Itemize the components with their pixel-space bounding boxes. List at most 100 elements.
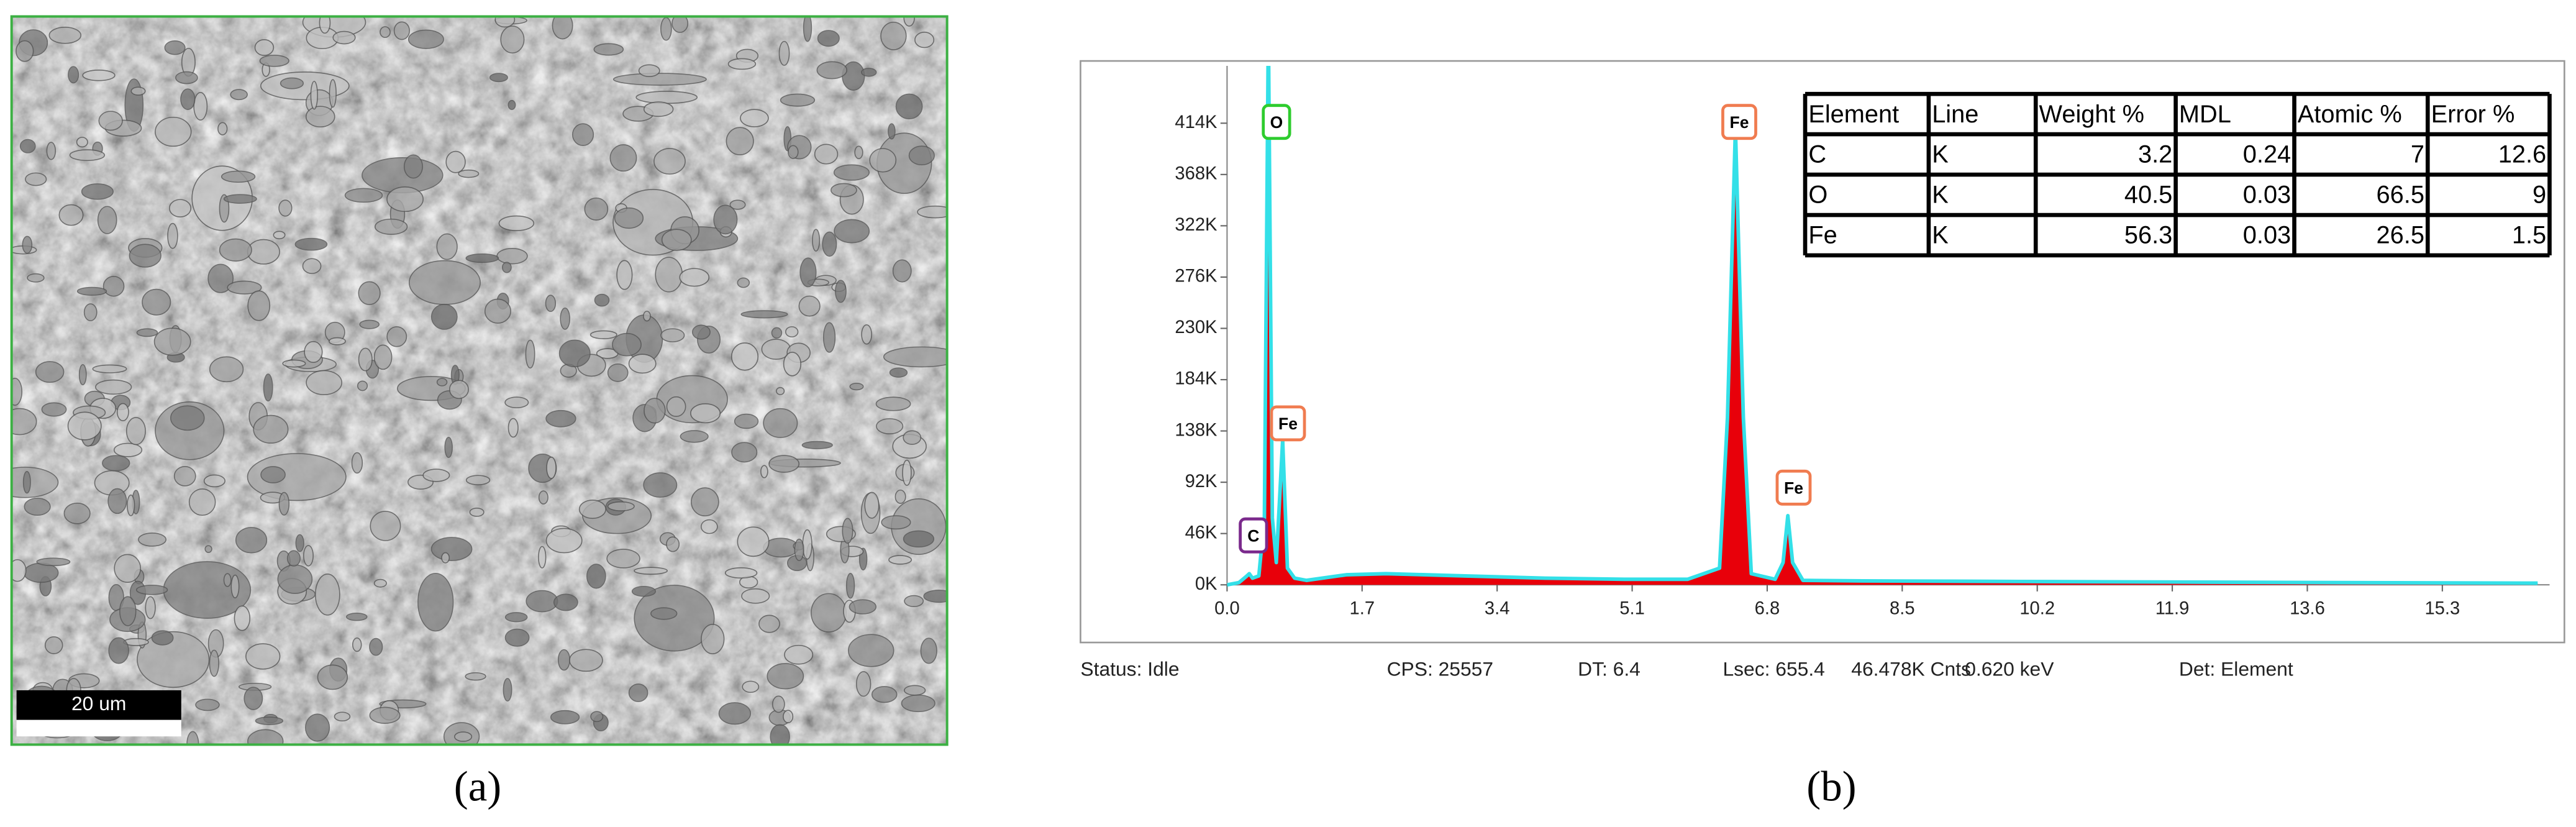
grain bbox=[690, 403, 721, 424]
x-tick-label: 13.6 bbox=[2290, 599, 2325, 619]
grain bbox=[903, 685, 926, 696]
table-cell: 26.5 bbox=[2377, 222, 2424, 249]
grain bbox=[234, 605, 251, 631]
grain bbox=[589, 330, 617, 339]
y-tick-label: 230K bbox=[1175, 318, 1217, 337]
grain bbox=[230, 89, 248, 101]
grain bbox=[888, 123, 896, 140]
grain bbox=[386, 186, 424, 212]
grain bbox=[277, 564, 313, 594]
grain bbox=[403, 154, 423, 179]
grain bbox=[612, 332, 642, 357]
table-cell: 40.5 bbox=[2124, 181, 2172, 209]
grain bbox=[305, 106, 335, 128]
grain bbox=[286, 550, 301, 567]
grain bbox=[386, 326, 407, 347]
grain bbox=[724, 567, 758, 579]
table-cell: 1.5 bbox=[2512, 222, 2546, 249]
grain bbox=[822, 231, 837, 257]
grain bbox=[628, 683, 649, 702]
grain bbox=[883, 346, 947, 368]
grain bbox=[247, 290, 271, 321]
table-cell: Fe bbox=[1808, 222, 1837, 249]
grain bbox=[98, 111, 123, 131]
grain bbox=[584, 197, 609, 221]
grain bbox=[209, 649, 219, 677]
grain bbox=[76, 137, 88, 148]
grain bbox=[138, 532, 167, 547]
y-tick-label: 276K bbox=[1175, 267, 1217, 286]
grain bbox=[358, 347, 373, 372]
grain bbox=[67, 411, 102, 441]
grain bbox=[127, 494, 135, 516]
grain bbox=[503, 678, 512, 702]
grain bbox=[643, 311, 651, 322]
grain bbox=[63, 502, 91, 524]
grain bbox=[778, 40, 790, 66]
grain bbox=[409, 260, 481, 305]
grain bbox=[254, 39, 275, 57]
grain bbox=[370, 511, 401, 541]
grain bbox=[904, 595, 924, 608]
grain bbox=[660, 17, 672, 41]
grain bbox=[448, 380, 469, 400]
grain bbox=[526, 590, 558, 613]
grain bbox=[798, 295, 821, 317]
grain bbox=[892, 259, 912, 283]
table-cell: K bbox=[1932, 141, 1949, 168]
grain bbox=[895, 93, 923, 119]
grain bbox=[848, 634, 894, 667]
grain bbox=[255, 716, 284, 725]
grain bbox=[44, 636, 63, 654]
grain bbox=[114, 554, 142, 583]
grain bbox=[500, 25, 525, 54]
peak-label-box bbox=[1239, 517, 1268, 554]
grain bbox=[842, 518, 853, 544]
grain bbox=[130, 86, 146, 96]
grain bbox=[594, 293, 610, 307]
grain bbox=[235, 527, 268, 554]
grain bbox=[247, 239, 280, 265]
grain bbox=[814, 144, 839, 165]
grain bbox=[204, 545, 212, 553]
grain bbox=[25, 172, 47, 186]
peak-label: O bbox=[1270, 113, 1283, 132]
table-cell: 3.2 bbox=[2138, 141, 2172, 168]
grain bbox=[507, 418, 519, 438]
grain bbox=[24, 498, 51, 516]
grain bbox=[784, 644, 814, 665]
peak-label-box bbox=[1721, 104, 1757, 140]
grain bbox=[217, 122, 228, 135]
grain bbox=[136, 328, 158, 337]
grain bbox=[407, 29, 444, 49]
grain bbox=[78, 364, 87, 386]
scale-bar-box bbox=[16, 690, 181, 720]
grain bbox=[835, 280, 847, 303]
grain bbox=[69, 149, 106, 162]
grain bbox=[303, 545, 314, 567]
grain bbox=[22, 471, 31, 494]
grain bbox=[153, 327, 191, 356]
grain bbox=[417, 572, 454, 632]
grain bbox=[901, 694, 935, 713]
grain bbox=[221, 170, 256, 183]
grain bbox=[635, 91, 698, 104]
panel-label: (a) bbox=[454, 762, 502, 810]
y-tick-label: 184K bbox=[1175, 369, 1217, 389]
table-cell: K bbox=[1932, 181, 1949, 209]
x-tick-label: 6.8 bbox=[1755, 599, 1780, 619]
grain bbox=[502, 262, 512, 273]
grain bbox=[822, 322, 836, 353]
grain bbox=[923, 590, 947, 603]
grain bbox=[259, 55, 289, 67]
grain bbox=[849, 599, 877, 615]
scale-bar bbox=[16, 720, 181, 737]
grain bbox=[302, 258, 322, 274]
grain bbox=[116, 403, 129, 421]
grain bbox=[734, 413, 759, 429]
grain bbox=[119, 596, 137, 626]
table-header: Error % bbox=[2431, 101, 2515, 128]
grain bbox=[305, 713, 330, 742]
grain bbox=[538, 490, 548, 505]
